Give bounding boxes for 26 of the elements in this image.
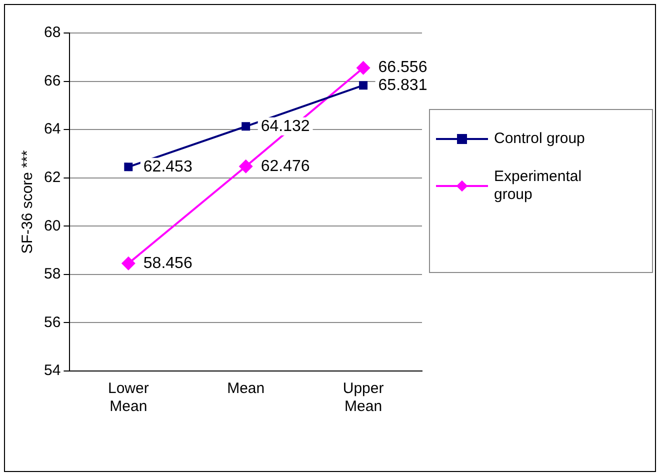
- legend-label: Control group: [494, 130, 586, 148]
- point: [124, 162, 133, 172]
- point: [356, 60, 370, 75]
- point: [242, 122, 250, 131]
- y-tick-label: 62: [44, 169, 61, 186]
- data-label: 62.453: [143, 158, 192, 176]
- data-label: 66.556: [378, 59, 428, 76]
- y-tick-label: 54: [44, 362, 61, 380]
- data-label: 58.456: [143, 254, 192, 272]
- y-tick-label: 60: [44, 217, 61, 234]
- data-label: 64.132: [260, 118, 310, 135]
- y-tick-label: 68: [44, 24, 61, 42]
- point: [359, 81, 368, 90]
- x-tick-label: Upper Mean: [342, 380, 384, 416]
- point: [238, 159, 253, 174]
- x-tick-label: Lower Mean: [108, 380, 149, 416]
- point: [121, 256, 136, 270]
- y-tick-label: 58: [44, 266, 61, 283]
- y-tick-label: 64: [44, 120, 61, 138]
- data-label: 62.476: [260, 158, 310, 175]
- y-axis-title: SF-36 score ***: [19, 150, 36, 254]
- x-tick-label: Mean: [227, 380, 265, 398]
- y-tick-label: 66: [44, 72, 61, 90]
- legend-label: Experimental group: [494, 168, 583, 204]
- y-tick-label: 56: [44, 314, 61, 331]
- data-label: 65.831: [378, 77, 428, 94]
